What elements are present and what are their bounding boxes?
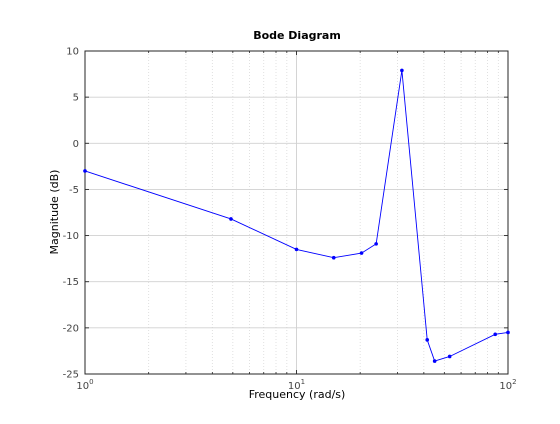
x-axis-label: Frequency (rad/s) (249, 388, 346, 401)
data-point (493, 332, 498, 337)
y-tick-label: 10 (66, 47, 79, 58)
y-tick-label: 5 (73, 93, 79, 104)
data-point (425, 338, 430, 342)
data-point (331, 255, 336, 260)
data-point (374, 242, 378, 246)
y-tick-label: -5 (69, 185, 79, 196)
chart-title: Bode Diagram (253, 29, 341, 42)
data-point (229, 217, 233, 221)
y-tick-label: 0 (73, 139, 79, 150)
y-axis-label: Magnitude (dB) (48, 170, 61, 255)
data-point (506, 330, 510, 335)
axis-ticks (84, 50, 509, 375)
series-line (84, 70, 509, 362)
y-tick-label: -25 (63, 370, 79, 381)
data-point (359, 251, 364, 255)
data-point (447, 354, 452, 359)
y-tick-label: -10 (63, 231, 79, 242)
data-point (294, 247, 299, 252)
data-point (83, 169, 87, 173)
y-tick-label: -15 (63, 277, 79, 288)
data-point (432, 359, 437, 363)
data-point (400, 68, 404, 73)
y-tick-label: -20 (63, 323, 79, 334)
series-group (83, 68, 510, 363)
